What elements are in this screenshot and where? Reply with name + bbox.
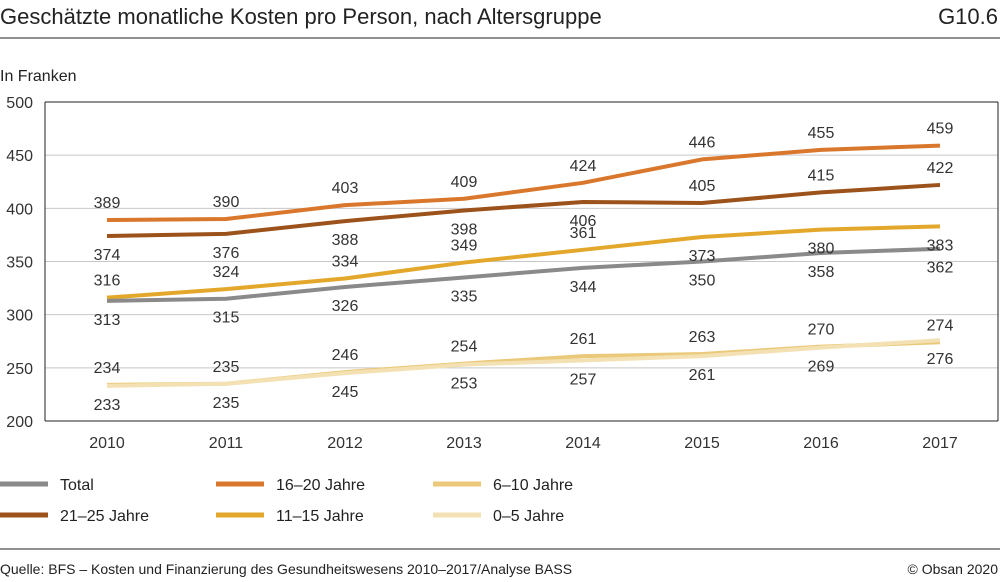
data-label: 390 bbox=[213, 194, 240, 211]
data-label: 276 bbox=[927, 351, 954, 368]
data-label: 274 bbox=[927, 317, 954, 334]
data-label: 350 bbox=[689, 273, 716, 290]
data-label: 253 bbox=[451, 376, 478, 393]
data-label: 409 bbox=[451, 174, 478, 191]
x-tick-label: 2017 bbox=[922, 435, 958, 452]
data-label: 234 bbox=[94, 360, 121, 377]
data-label: 257 bbox=[570, 371, 597, 388]
data-label: 446 bbox=[689, 134, 716, 151]
data-label: 380 bbox=[808, 241, 835, 258]
data-label: 270 bbox=[808, 322, 835, 339]
copyright-note: © Obsan 2020 bbox=[908, 561, 999, 577]
data-label: 376 bbox=[213, 245, 240, 262]
x-tick-label: 2015 bbox=[684, 435, 720, 452]
y-tick-label: 250 bbox=[6, 361, 33, 378]
source-note: Quelle: BFS – Kosten und Finanzierung de… bbox=[0, 561, 572, 577]
data-label: 246 bbox=[332, 347, 359, 364]
data-label: 344 bbox=[570, 279, 597, 296]
data-label: 254 bbox=[451, 339, 478, 356]
data-label: 373 bbox=[689, 248, 716, 265]
y-tick-label: 350 bbox=[6, 255, 33, 272]
x-tick-label: 2014 bbox=[565, 435, 601, 452]
x-axis-ticks: 2010 2011 2012 2013 2014 2015 2016 2017 bbox=[89, 435, 958, 452]
data-label: 261 bbox=[570, 331, 597, 348]
data-label: 424 bbox=[570, 158, 597, 175]
data-label: 315 bbox=[213, 310, 240, 327]
series-line-21-25-jahre bbox=[106, 182, 941, 238]
legend-label: Total bbox=[60, 477, 94, 494]
data-label: 398 bbox=[451, 221, 478, 238]
series-line-0-5-jahre bbox=[106, 338, 941, 388]
data-label: 403 bbox=[332, 180, 359, 197]
data-label: 406 bbox=[570, 213, 597, 230]
y-tick-label: 200 bbox=[6, 414, 33, 431]
data-label: 362 bbox=[927, 260, 954, 277]
data-label: 388 bbox=[332, 232, 359, 249]
legend: Total 16–20 Jahre 6–10 Jahre 21–25 Jahre 11–… bbox=[0, 477, 573, 525]
data-label: 316 bbox=[94, 273, 121, 290]
legend-label: 6–10 Jahre bbox=[493, 477, 573, 494]
data-label: 361 bbox=[570, 225, 597, 242]
data-label: 335 bbox=[451, 288, 478, 305]
data-label: 455 bbox=[808, 125, 835, 142]
series-line-16-20-jahre bbox=[106, 143, 941, 223]
legend-label: 0–5 Jahre bbox=[493, 508, 564, 525]
y-tick-label: 500 bbox=[6, 95, 33, 112]
data-label: 235 bbox=[213, 359, 240, 376]
y-axis-unit-label: In Franken bbox=[0, 68, 76, 85]
data-label: 313 bbox=[94, 312, 121, 329]
data-label: 459 bbox=[927, 121, 954, 138]
chart-code: G10.6 bbox=[938, 4, 998, 29]
data-label: 334 bbox=[332, 254, 359, 271]
x-tick-label: 2011 bbox=[209, 435, 244, 452]
x-tick-label: 2016 bbox=[803, 435, 839, 452]
data-label: 422 bbox=[927, 160, 954, 177]
data-label: 235 bbox=[213, 395, 240, 412]
legend-label: 16–20 Jahre bbox=[276, 477, 365, 494]
legend-label: 11–15 Jahre bbox=[276, 508, 364, 525]
data-label: 358 bbox=[808, 264, 835, 281]
legend-label: 21–25 Jahre bbox=[60, 508, 149, 525]
data-label: 349 bbox=[451, 238, 478, 255]
x-tick-label: 2012 bbox=[327, 435, 363, 452]
data-label: 324 bbox=[213, 264, 240, 281]
data-label: 263 bbox=[689, 329, 716, 346]
series-lines bbox=[106, 143, 941, 388]
data-labels: 389 390 403 409 424 446 455 459 374 376 388 398 406 4… bbox=[94, 121, 954, 414]
data-label: 326 bbox=[332, 298, 359, 315]
data-label: 389 bbox=[94, 195, 121, 212]
data-label: 269 bbox=[808, 359, 835, 376]
chart-title: Geschätzte monatliche Kosten pro Person,… bbox=[0, 4, 602, 29]
x-tick-label: 2013 bbox=[446, 435, 482, 452]
data-label: 415 bbox=[808, 167, 835, 184]
y-tick-label: 300 bbox=[6, 308, 33, 325]
data-label: 374 bbox=[94, 247, 121, 264]
data-label: 245 bbox=[332, 384, 359, 401]
y-axis-ticks: 200 250 300 350 400 450 500 bbox=[6, 95, 33, 431]
y-tick-label: 450 bbox=[6, 148, 33, 165]
x-tick-label: 2010 bbox=[89, 435, 125, 452]
data-label: 261 bbox=[689, 367, 716, 384]
series-line-total bbox=[106, 246, 941, 303]
y-tick-label: 400 bbox=[6, 201, 33, 218]
series-line-11-15-jahre bbox=[106, 224, 941, 300]
data-label: 405 bbox=[689, 178, 716, 195]
data-label: 233 bbox=[94, 397, 121, 414]
data-label: 383 bbox=[927, 237, 954, 254]
